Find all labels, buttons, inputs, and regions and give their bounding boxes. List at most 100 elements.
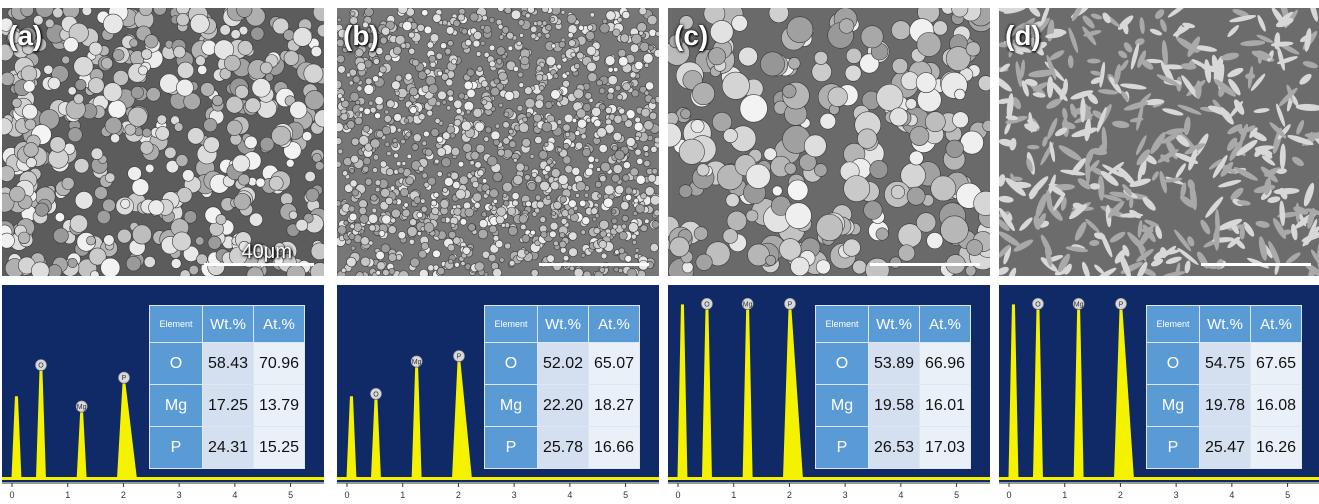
sem-grain: [564, 164, 573, 174]
sem-grain: [591, 106, 602, 117]
sem-grain: [635, 174, 646, 185]
sem-grain: [467, 223, 476, 232]
sem-grain: [876, 83, 904, 112]
sem-grain: [458, 92, 465, 100]
sem-grain: [219, 67, 232, 80]
sem-texture: [668, 8, 990, 276]
sem-grain: [125, 255, 142, 272]
sem-grain: [1181, 75, 1198, 99]
sem-grain: [594, 213, 600, 219]
sem-grain: [1256, 34, 1274, 43]
sem-grain: [1118, 50, 1128, 59]
sem-grain: [504, 242, 511, 250]
sem-grain: [1084, 118, 1091, 142]
energy-axis: 0 1 2 3 4 5: [999, 482, 1319, 500]
sem-texture: [999, 8, 1319, 276]
sem-grain: [624, 254, 632, 263]
sem-grain: [1257, 14, 1266, 32]
axis-tick-label: 4: [567, 490, 572, 500]
sem-grain: [233, 192, 251, 211]
sem-grain: [1005, 115, 1018, 121]
sem-grain: [20, 8, 34, 17]
sem-grain: [148, 199, 165, 216]
sem-grain: [582, 270, 592, 276]
sem-grain: [1030, 17, 1050, 39]
sem-grain: [1143, 98, 1165, 106]
axis-tick-label: 0: [675, 490, 680, 500]
sem-grain: [559, 195, 567, 204]
sem-grain: [358, 106, 364, 112]
sem-grain: [283, 29, 295, 41]
sem-grain: [406, 153, 412, 159]
sem-grain: [525, 12, 531, 19]
sem-grain: [459, 175, 469, 185]
sem-grain: [586, 117, 592, 123]
sem-grain: [782, 84, 797, 99]
sem-grain: [612, 131, 622, 142]
sem-grain: [945, 46, 971, 72]
sem-grain: [396, 161, 402, 167]
sem-grain: [816, 213, 844, 242]
sem-grain: [530, 229, 536, 236]
sem-grain: [426, 109, 434, 117]
sem-grain: [362, 165, 370, 173]
sem-grain: [1046, 76, 1054, 99]
sem-grain: [364, 178, 373, 186]
sem-grain: [418, 113, 426, 121]
sem-grain: [678, 184, 693, 199]
table-cell: Mg: [815, 384, 869, 427]
sem-grain: [124, 123, 137, 136]
sem-texture: [337, 8, 659, 276]
sem-grain: [49, 136, 66, 153]
sem-grain: [926, 232, 944, 250]
sem-grain: [471, 180, 480, 189]
sem-grain: [1236, 139, 1258, 156]
table-cell: 53.89: [868, 342, 920, 385]
sem-grain: [428, 54, 437, 63]
sem-grain: [447, 243, 456, 252]
sem-grain: [520, 56, 530, 66]
sem-grain: [74, 79, 87, 91]
sem-grain: [226, 119, 243, 136]
sem-grain: [432, 249, 441, 259]
peak-marker: [1032, 297, 1044, 310]
sem-grain: [363, 84, 375, 95]
sem-grain: [1174, 229, 1192, 252]
sem-grain: [367, 41, 375, 49]
sem-grain: [69, 214, 88, 233]
table-cell: 24.31: [202, 426, 254, 469]
sem-grain: [44, 18, 55, 29]
sem-grain: [401, 161, 407, 166]
sem-grain: [655, 30, 659, 37]
sem-grain: [1253, 108, 1270, 113]
sem-grain: [392, 142, 399, 149]
sem-grain: [465, 109, 471, 115]
sem-grain: [418, 268, 429, 276]
sem-grain: [636, 157, 644, 165]
sem-grain: [617, 17, 623, 23]
sem-grain: [441, 19, 448, 26]
sem-grain: [390, 217, 396, 224]
sem-grain: [951, 8, 969, 18]
sem-grain: [648, 28, 657, 37]
sem-grain: [516, 104, 524, 112]
sem-grain: [973, 190, 990, 216]
sem-grain: [607, 75, 618, 86]
sem-grain: [999, 266, 1009, 276]
sem-grain: [1032, 92, 1046, 98]
panel-label: (d): [1005, 20, 1041, 51]
sem-grain: [596, 167, 601, 172]
sem-grain: [1183, 116, 1191, 136]
sem-grain: [1026, 158, 1033, 172]
sem-grain: [999, 63, 1010, 72]
sem-grain: [635, 203, 645, 214]
sem-grain: [448, 258, 454, 265]
sem-grain: [696, 163, 710, 177]
sem-grain: [518, 122, 530, 133]
sem-grain: [436, 267, 445, 276]
sem-grain: [578, 24, 585, 31]
sem-grain: [140, 48, 153, 60]
sem-grain: [1227, 137, 1238, 151]
sem-grain: [172, 231, 192, 252]
sem-grain: [648, 44, 655, 51]
